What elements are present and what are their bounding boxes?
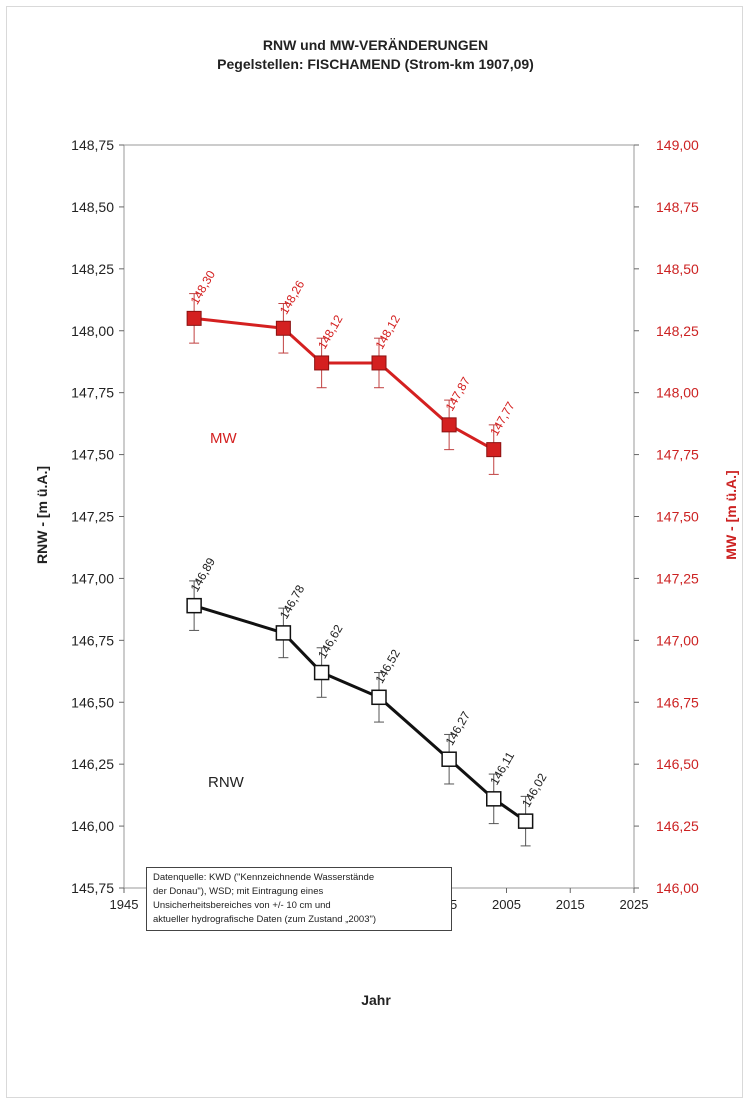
- mw-point: [441, 417, 457, 433]
- y-left-tick-label: 147,00: [71, 570, 114, 586]
- mw-data-label: 147,77: [487, 399, 518, 438]
- y-right-tick-label: 148,50: [656, 261, 699, 277]
- y-left-tick-label: 145,75: [71, 880, 114, 896]
- chart-title: RNW und MW-VERÄNDERUNGEN: [262, 37, 489, 53]
- y-left-tick-label: 146,25: [71, 756, 114, 772]
- note-line: der Donau"), WSD; mit Eintragung eines: [153, 886, 324, 897]
- rnw-data-label: 146,89: [188, 555, 219, 594]
- mw-data-label: 147,87: [443, 374, 474, 413]
- y-right-tick-label: 146,00: [656, 880, 699, 896]
- y-left-tick-label: 147,50: [71, 447, 114, 463]
- y-axis-left-title: RNW - [m ü.A.]: [34, 466, 50, 564]
- mw-point: [275, 320, 291, 336]
- x-tick-label: 2015: [556, 897, 585, 912]
- mw-data-label: 148,30: [188, 268, 219, 307]
- y-right-tick-label: 148,00: [656, 385, 699, 401]
- rnw-series-line: [193, 604, 527, 823]
- y-right-tick-label: 146,50: [656, 756, 699, 772]
- y-left-tick-label: 148,75: [71, 137, 114, 153]
- mw-point: [186, 310, 202, 326]
- y-right-tick-label: 147,75: [656, 447, 699, 463]
- y-right-tick-label: 148,75: [656, 199, 699, 215]
- mw-data-label: 148,26: [277, 278, 308, 317]
- plot-area-group: [123, 144, 635, 889]
- rnw-data-label: 146,52: [372, 647, 403, 686]
- x-tick-label: 2005: [492, 897, 521, 912]
- y-right-tick-label: 147,25: [656, 570, 699, 586]
- rnw-point: [486, 791, 502, 807]
- rnw-series-name: RNW: [208, 774, 245, 791]
- mw-point: [486, 442, 502, 458]
- y-right-tick-label: 147,00: [656, 632, 699, 648]
- y-left-tick-label: 147,25: [71, 509, 114, 525]
- rnw-point: [313, 664, 330, 681]
- y-right-tick-label: 146,25: [656, 818, 699, 834]
- rnw-data-label: 146,78: [277, 582, 308, 621]
- rnw-data-label: 146,27: [443, 709, 474, 748]
- rnw-point: [517, 813, 534, 829]
- mw-data-label: 148,12: [372, 312, 403, 351]
- y-left-tick-label: 147,75: [71, 385, 114, 401]
- x-tick-label: 2025: [620, 897, 649, 912]
- note-line: Unsicherheitsbereiches von +/- 10 cm und: [153, 900, 331, 911]
- y-axis-right-title: MW - [m ü.A.]: [723, 470, 739, 559]
- y-right-tick-label: 148,25: [656, 323, 699, 339]
- plot-frame: [123, 144, 635, 889]
- y-right-tick-label: 146,75: [656, 694, 699, 710]
- rnw-point: [371, 689, 387, 706]
- rnw-data-label: 146,02: [519, 771, 550, 810]
- note-line: aktueller hydrografische Daten (zum Zust…: [153, 914, 377, 925]
- y-left-tick-label: 146,00: [71, 818, 114, 834]
- mw-series-name: MW: [210, 430, 237, 447]
- chart-title-block: RNW und MW-VERÄNDERUNGEN Pegelstellen: F…: [0, 36, 751, 74]
- y-left-tick-label: 146,50: [71, 694, 114, 710]
- rnw-data-label: 146,62: [315, 622, 346, 661]
- y-left-tick-label: 148,25: [71, 261, 114, 277]
- y-left-tick-label: 146,75: [71, 632, 114, 648]
- y-right-tick-label: 147,50: [656, 509, 699, 525]
- rnw-data-label: 146,11: [487, 749, 517, 787]
- x-tick-label: 1945: [110, 897, 139, 912]
- mw-point: [314, 355, 330, 371]
- rnw-point: [275, 625, 292, 641]
- rnw-point: [186, 597, 202, 614]
- mw-data-label: 148,12: [315, 312, 346, 351]
- y-left-tick-label: 148,00: [71, 323, 114, 339]
- chart-subtitle: Pegelstellen: FISCHAMEND (Strom-km 1907,…: [217, 56, 534, 72]
- mw-point: [371, 355, 387, 371]
- y-left-tick-label: 148,50: [71, 199, 114, 215]
- y-right-tick-label: 149,00: [656, 137, 699, 153]
- axes-group: 145,75 146,00 146,25 146,50 146,75 147,00 147,…: [71, 137, 699, 912]
- data-source-note: Datenquelle: KWD ("Kennzeichnende Wasser…: [146, 867, 452, 931]
- note-line: Datenquelle: KWD ("Kennzeichnende Wasser…: [153, 872, 375, 883]
- rnw-point: [441, 751, 457, 767]
- x-axis-title: Jahr: [361, 992, 391, 1008]
- page-frame: [6, 6, 743, 1098]
